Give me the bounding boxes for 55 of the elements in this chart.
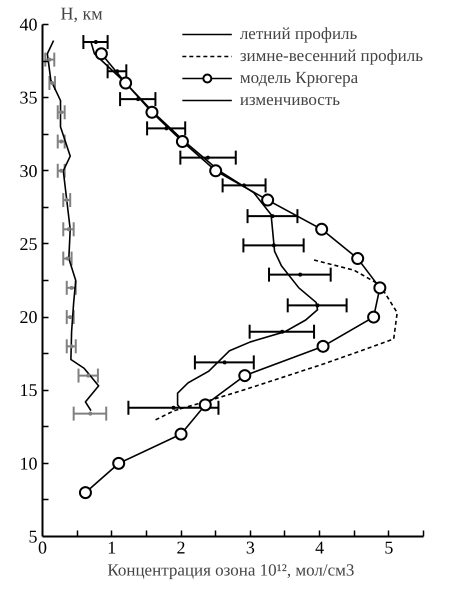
legend-label: летний профиль xyxy=(240,24,358,44)
point xyxy=(209,164,222,178)
point xyxy=(112,456,126,470)
point xyxy=(115,69,120,74)
point xyxy=(270,214,274,218)
point xyxy=(206,156,210,160)
x-tick-label: 0 xyxy=(38,538,47,558)
point xyxy=(65,256,70,261)
point xyxy=(70,344,74,348)
point xyxy=(86,374,90,378)
point xyxy=(316,340,330,353)
point xyxy=(94,47,108,60)
point xyxy=(176,135,189,148)
y-axis-title: H, км xyxy=(60,4,103,24)
point xyxy=(171,406,176,410)
point xyxy=(280,330,284,334)
point xyxy=(145,106,158,119)
point xyxy=(70,286,74,290)
y-tick-label: 20 xyxy=(20,307,38,328)
point xyxy=(222,360,227,364)
point xyxy=(119,76,132,90)
point xyxy=(373,281,386,294)
y-tick-label: 30 xyxy=(20,160,38,181)
point xyxy=(316,303,320,308)
point xyxy=(351,252,364,266)
point xyxy=(88,412,92,416)
legend-label: зимне-весенний профиль xyxy=(240,46,423,66)
point xyxy=(198,398,212,412)
point xyxy=(367,310,380,324)
y-tick-label: 35 xyxy=(20,88,38,108)
point xyxy=(174,428,188,441)
point xyxy=(164,126,168,130)
point xyxy=(47,58,52,62)
point xyxy=(136,97,140,102)
point xyxy=(242,183,246,188)
legend-label: модель Крюгера xyxy=(240,68,358,88)
point xyxy=(298,272,302,277)
point xyxy=(261,194,274,207)
x-tick-label: 3 xyxy=(246,538,255,558)
point xyxy=(66,227,71,232)
y-tick-label: 25 xyxy=(20,234,38,254)
y-tick-label: 10 xyxy=(20,453,38,474)
x-axis-title: Концентрация озона 10¹², мол/см3 xyxy=(107,560,354,580)
x-tick-label: 1 xyxy=(107,538,116,558)
legend-label: изменчивость xyxy=(240,90,340,110)
point xyxy=(78,486,92,500)
x-tick-label: 5 xyxy=(384,538,394,558)
point xyxy=(272,243,276,248)
x-tick-label: 4 xyxy=(315,538,324,558)
x-tick-label: 2 xyxy=(176,538,186,558)
y-tick-label: 15 xyxy=(20,380,38,400)
point xyxy=(94,40,98,44)
point xyxy=(315,222,328,236)
y-tick-label: 40 xyxy=(20,14,38,34)
point xyxy=(238,369,252,382)
